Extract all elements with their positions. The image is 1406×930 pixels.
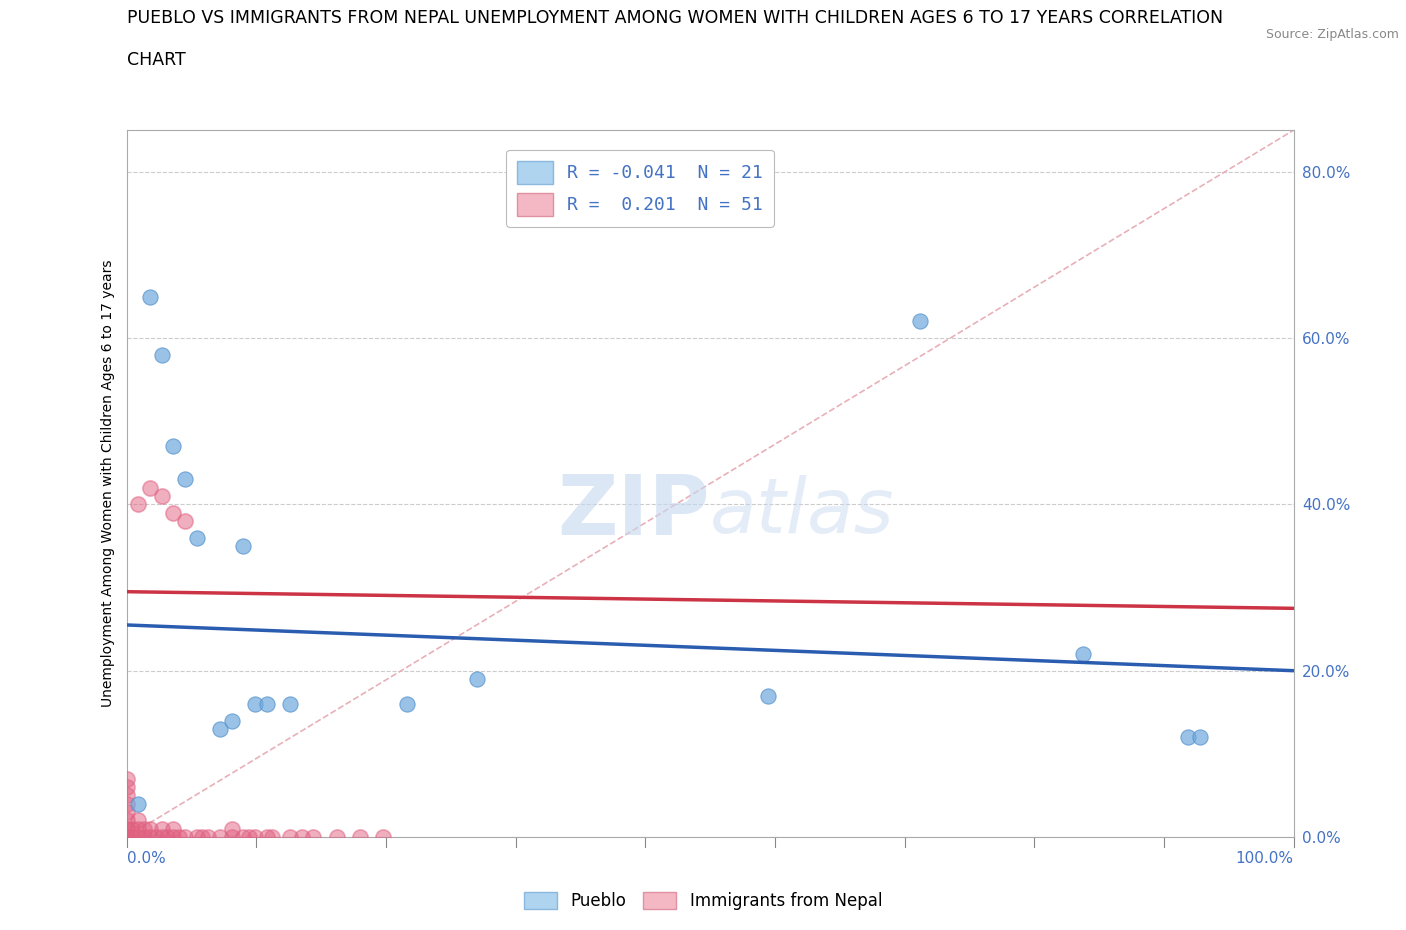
- Point: [238, 830, 260, 844]
- Point: [115, 821, 138, 836]
- Point: [115, 830, 138, 844]
- Point: [373, 830, 395, 844]
- Point: [162, 439, 184, 454]
- Point: [127, 796, 149, 811]
- Point: [162, 505, 184, 520]
- Point: [127, 813, 149, 828]
- Point: [197, 830, 219, 844]
- Point: [115, 796, 138, 811]
- Point: [1177, 730, 1199, 745]
- Point: [121, 821, 143, 836]
- Point: [232, 538, 254, 553]
- Point: [115, 830, 138, 844]
- Point: [208, 722, 231, 737]
- Point: [262, 830, 284, 844]
- Point: [115, 804, 138, 819]
- Point: [115, 779, 138, 794]
- Point: [465, 671, 488, 686]
- Point: [186, 530, 208, 545]
- Point: [186, 830, 208, 844]
- Point: [256, 830, 278, 844]
- Point: [150, 830, 173, 844]
- Point: [127, 821, 149, 836]
- Point: [115, 821, 138, 836]
- Point: [1073, 646, 1095, 661]
- Point: [167, 830, 190, 844]
- Point: [208, 830, 231, 844]
- Text: ZIP: ZIP: [558, 472, 710, 552]
- Point: [174, 513, 197, 528]
- Point: [174, 472, 197, 487]
- Point: [191, 830, 214, 844]
- Point: [150, 347, 173, 362]
- Point: [132, 830, 155, 844]
- Point: [290, 830, 312, 844]
- Point: [139, 480, 162, 495]
- Point: [278, 830, 301, 844]
- Point: [132, 821, 155, 836]
- Point: [150, 821, 173, 836]
- Point: [221, 713, 243, 728]
- Legend: Pueblo, Immigrants from Nepal: Pueblo, Immigrants from Nepal: [517, 885, 889, 917]
- Text: atlas: atlas: [710, 475, 894, 549]
- Point: [325, 830, 347, 844]
- Point: [221, 821, 243, 836]
- Text: Source: ZipAtlas.com: Source: ZipAtlas.com: [1265, 28, 1399, 41]
- Point: [256, 697, 278, 711]
- Point: [162, 821, 184, 836]
- Point: [150, 488, 173, 503]
- Point: [221, 830, 243, 844]
- Text: CHART: CHART: [127, 51, 186, 69]
- Point: [139, 821, 162, 836]
- Point: [115, 830, 138, 844]
- Point: [395, 697, 418, 711]
- Point: [115, 788, 138, 803]
- Point: [115, 771, 138, 786]
- Point: [349, 830, 371, 844]
- Point: [121, 830, 143, 844]
- Point: [302, 830, 325, 844]
- Text: 100.0%: 100.0%: [1236, 851, 1294, 866]
- Legend: R = -0.041  N = 21, R =  0.201  N = 51: R = -0.041 N = 21, R = 0.201 N = 51: [506, 150, 773, 227]
- Point: [232, 830, 254, 844]
- Point: [1189, 730, 1212, 745]
- Point: [115, 813, 138, 828]
- Point: [756, 688, 779, 703]
- Point: [908, 314, 931, 329]
- Point: [243, 830, 266, 844]
- Point: [127, 497, 149, 512]
- Point: [156, 830, 179, 844]
- Point: [278, 697, 301, 711]
- Text: PUEBLO VS IMMIGRANTS FROM NEPAL UNEMPLOYMENT AMONG WOMEN WITH CHILDREN AGES 6 TO: PUEBLO VS IMMIGRANTS FROM NEPAL UNEMPLOY…: [127, 9, 1223, 27]
- Point: [127, 830, 149, 844]
- Point: [243, 697, 266, 711]
- Point: [115, 830, 138, 844]
- Point: [174, 830, 197, 844]
- Point: [145, 830, 167, 844]
- Text: 0.0%: 0.0%: [127, 851, 166, 866]
- Point: [139, 289, 162, 304]
- Point: [162, 830, 184, 844]
- Point: [139, 830, 162, 844]
- Y-axis label: Unemployment Among Women with Children Ages 6 to 17 years: Unemployment Among Women with Children A…: [101, 259, 115, 708]
